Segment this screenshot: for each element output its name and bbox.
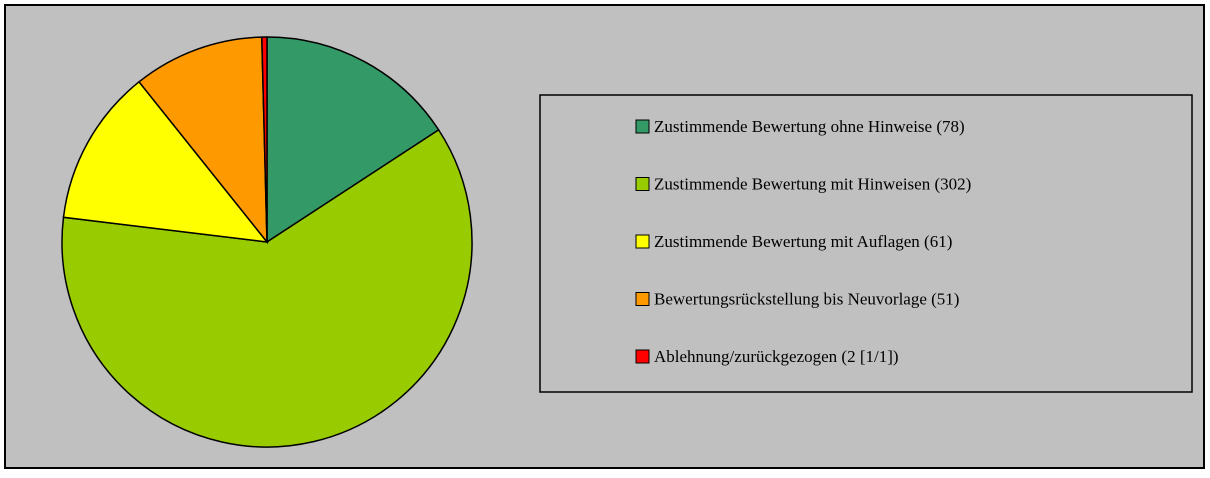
pie-slice: [261, 36, 268, 243]
legend-swatch: [635, 177, 650, 191]
legend-swatch: [635, 119, 650, 134]
legend-label: Ablehnung/zurückgezogen (2 [1/1]): [654, 347, 899, 366]
legend-swatch: [635, 234, 650, 249]
legend-label: Zustimmende Bewertung mit Hinweisen (302…: [654, 174, 971, 193]
legend-swatch: [635, 349, 650, 364]
pie-slice: [62, 80, 269, 243]
legend-label: Zustimmende Bewertung mit Auflagen (61): [654, 232, 952, 251]
pie-slice: [266, 36, 440, 244]
pie-slice: [137, 36, 268, 245]
pie-slice: [61, 128, 473, 448]
legend-swatch: [635, 292, 650, 306]
legend-label: Bewertungsrückstellung bis Neuvorlage (5…: [654, 289, 959, 308]
legend-label: Zustimmende Bewertung ohne Hinweise (78): [654, 117, 965, 136]
